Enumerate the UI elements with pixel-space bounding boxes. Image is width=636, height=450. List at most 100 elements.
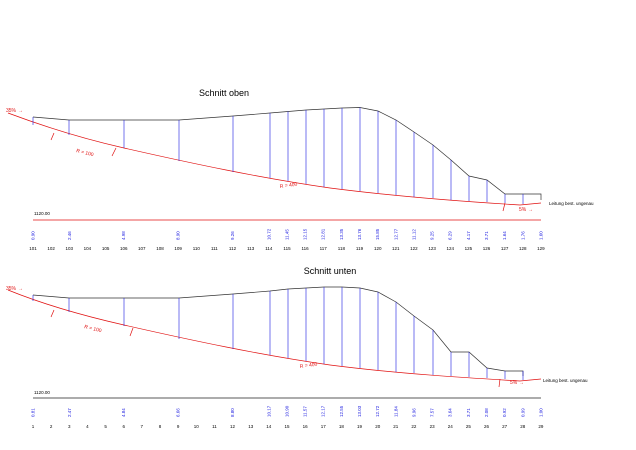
grade-arrow: → [18,108,23,114]
grade-arrow: → [528,207,533,213]
height-label: 2.46 [67,231,72,240]
station-label: 11 [212,424,217,429]
height-label: 9.25 [430,231,435,240]
station-labels: 101 102 103 104 105 106 107 108 109 110 111 112 113 1… [29,246,545,251]
station-label: 5 [104,424,107,429]
station-label: 29 [538,424,544,429]
grade-right-label: 5% [519,207,527,213]
height-label: 13.35 [339,228,344,240]
height-label: 11.12 [411,229,416,240]
height-label: 6.66 [176,408,181,417]
station-label: 9 [177,424,180,429]
station-label: 122 [410,246,418,251]
height-verticals [32,107,524,204]
station-label: 109 [174,246,182,251]
height-label: 4.17 [466,231,471,240]
station-label: 7 [141,424,144,429]
station-label: 17 [321,424,327,429]
height-labels: 0.90 2.46 4.98 8.90 9.26 10.72 11.45 12.15 12.81… [31,228,544,240]
height-label: 10.72 [266,228,271,240]
subgrade-line [7,289,542,382]
station-label: 24 [448,424,454,429]
curve-tick [111,147,117,157]
station-label: 119 [356,246,364,251]
height-label: 1.60 [538,231,543,240]
note-label: Leitung best. ungenau [543,378,588,383]
station-label: 10 [194,424,200,429]
height-label: 4.84 [121,408,126,417]
station-label: 21 [393,424,399,429]
height-label: 4.98 [121,231,126,240]
height-label: 12.17 [321,405,326,417]
station-label: 123 [428,246,436,251]
station-labels: 1 2 3 4 5 6 7 8 9 10 11 12 13 14 15 16 17 18 19 20 21 22 23 24 2… [32,424,544,429]
height-label: 0.81 [31,408,36,417]
grade-left-label: 35% [6,286,17,292]
station-label: 28 [520,424,526,429]
terrain-profile-line [32,286,524,376]
station-label: 114 [265,246,273,251]
radius-label-1: R = 100 [76,148,95,158]
station-label: 8 [159,424,162,429]
station-label: 12 [230,424,236,429]
height-label: 13.03 [357,405,362,417]
height-label: 0.99 [520,408,525,417]
grade-arrow: → [18,286,23,292]
curve-tick [502,202,506,212]
height-label: 10.90 [285,405,290,417]
height-label: 8.90 [176,231,181,240]
height-label: 2.47 [67,408,72,417]
station-label: 113 [247,246,255,251]
station-label: 118 [338,246,346,251]
station-label: 23 [430,424,436,429]
height-labels: 0.81 2.47 4.84 6.66 8.80 10.17 10.90 11.57 12.17… [31,405,544,417]
height-label: 9.96 [411,408,416,417]
height-label: 1.76 [520,231,525,240]
station-label: 102 [47,246,55,251]
station-label: 1 [32,424,35,429]
station-label: 111 [211,246,218,251]
station-label: 107 [138,246,146,251]
section-title: Schnitt unten [304,266,357,276]
height-label: 0.92 [502,408,507,417]
height-label: 1.00 [538,408,543,417]
grade-arrow: → [519,380,524,386]
height-label: 2.08 [484,408,489,417]
station-label: 112 [229,246,237,251]
station-label: 15 [284,424,290,429]
height-label: 12.81 [321,228,326,240]
station-label: 116 [302,246,310,251]
station-label: 126 [483,246,491,251]
radius-label-1: R = 100 [84,324,103,334]
height-label: 8.80 [230,408,235,417]
height-label: 3.71 [466,408,471,417]
height-label: 12.15 [303,228,308,240]
station-label: 121 [392,246,400,251]
height-verticals [32,287,524,380]
curve-tick [129,327,134,337]
height-label: 3.71 [484,231,489,240]
station-label: 124 [446,246,454,251]
grade-right-label: 5% [510,380,518,386]
station-label: 110 [193,246,201,251]
height-label: 15.85 [375,228,380,240]
station-label: 3 [68,424,71,429]
station-label: 125 [465,246,473,251]
station-label: 26 [484,424,490,429]
station-label: 25 [466,424,472,429]
curve-tick [50,309,55,318]
height-label: 10.17 [266,405,271,417]
note-label: Leitung best. ungenau [549,201,594,206]
station-label: 22 [411,424,417,429]
section-top: Schnitt oben [6,88,594,251]
height-label: 12.77 [393,228,398,240]
height-label: 3.64 [448,408,453,417]
curve-tick [50,132,55,141]
station-label: 18 [339,424,345,429]
height-label: 12.72 [375,405,380,417]
station-label: 120 [374,246,382,251]
height-label: 9.26 [230,231,235,240]
station-label: 19 [357,424,363,429]
station-label: 20 [375,424,381,429]
